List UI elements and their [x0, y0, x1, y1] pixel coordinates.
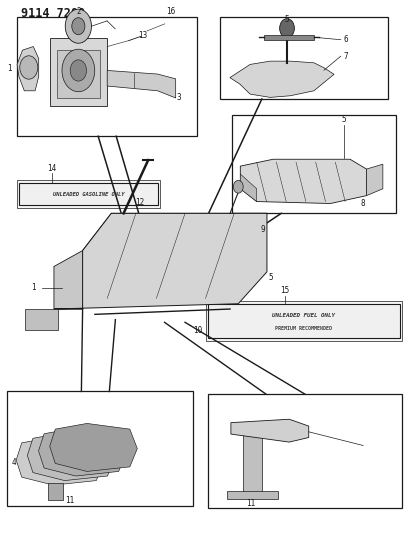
Bar: [208, 394, 402, 508]
Polygon shape: [240, 174, 257, 201]
Polygon shape: [367, 164, 383, 196]
Polygon shape: [230, 61, 334, 98]
Polygon shape: [240, 159, 367, 204]
Bar: [232, 115, 396, 213]
Text: PREMIUM RECOMMENDED: PREMIUM RECOMMENDED: [275, 326, 332, 331]
Polygon shape: [28, 433, 115, 481]
Text: 6: 6: [344, 35, 348, 44]
Circle shape: [233, 180, 243, 193]
Polygon shape: [231, 419, 309, 442]
Polygon shape: [54, 213, 267, 309]
Text: 3: 3: [177, 93, 182, 102]
Polygon shape: [16, 437, 104, 485]
Text: 13: 13: [139, 31, 148, 41]
Polygon shape: [227, 491, 277, 499]
Text: 4: 4: [12, 458, 16, 467]
Text: 11: 11: [66, 496, 75, 505]
Text: 16: 16: [166, 7, 175, 17]
Circle shape: [65, 9, 92, 43]
Text: 8: 8: [361, 199, 365, 208]
Text: 1: 1: [31, 283, 36, 292]
Text: 5: 5: [341, 116, 346, 124]
Polygon shape: [107, 70, 175, 98]
Polygon shape: [242, 434, 262, 495]
Polygon shape: [25, 309, 58, 330]
Text: 10: 10: [193, 326, 202, 335]
Polygon shape: [57, 50, 100, 98]
Polygon shape: [54, 251, 83, 309]
Text: 5: 5: [269, 273, 273, 281]
Polygon shape: [39, 428, 126, 476]
Circle shape: [20, 56, 38, 79]
Bar: [220, 17, 388, 99]
Polygon shape: [83, 213, 267, 251]
Bar: [17, 17, 197, 136]
Text: 7: 7: [344, 52, 348, 61]
Text: 12: 12: [135, 198, 145, 207]
Circle shape: [72, 18, 85, 35]
Bar: [19, 183, 158, 205]
Circle shape: [279, 19, 294, 38]
Text: 5: 5: [285, 14, 289, 23]
Polygon shape: [48, 483, 63, 500]
Bar: [206, 301, 402, 341]
Polygon shape: [50, 423, 137, 471]
Bar: [7, 391, 193, 506]
Circle shape: [62, 49, 95, 92]
Text: 11: 11: [246, 499, 255, 508]
Polygon shape: [17, 46, 39, 91]
Polygon shape: [263, 35, 314, 40]
Text: 15: 15: [280, 286, 289, 295]
Text: 1: 1: [7, 63, 12, 72]
Text: 9: 9: [261, 225, 265, 234]
Text: 9114 7200: 9114 7200: [21, 7, 85, 20]
Circle shape: [70, 60, 87, 81]
Text: 14: 14: [47, 164, 57, 173]
Bar: [208, 304, 400, 338]
Text: 2: 2: [76, 7, 81, 17]
Text: UNLEADED GASOLINE ONLY: UNLEADED GASOLINE ONLY: [53, 192, 125, 197]
Polygon shape: [49, 38, 107, 107]
Text: UNLEADED FUEL ONLY: UNLEADED FUEL ONLY: [272, 313, 335, 318]
Bar: [17, 180, 160, 208]
